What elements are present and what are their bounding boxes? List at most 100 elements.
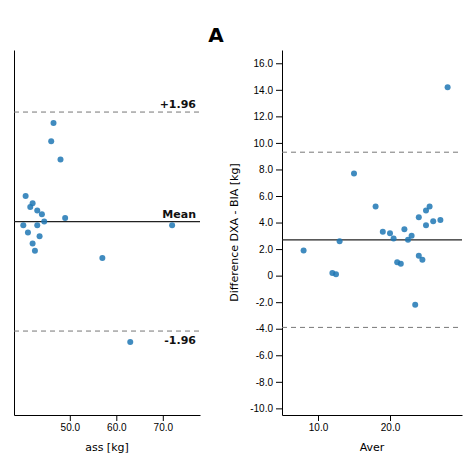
x-tick-label: 50.0 xyxy=(61,422,81,433)
y-tick-mark xyxy=(276,329,282,330)
point xyxy=(427,204,433,210)
y-tick-label: -10.0 xyxy=(250,403,273,414)
x-axis-line xyxy=(283,415,463,416)
y-tick-label: -2.0 xyxy=(256,297,274,308)
y-tick-label: 6.0 xyxy=(259,191,273,202)
y-tick-mark xyxy=(276,143,282,144)
annotation: +1.96 xyxy=(160,98,197,111)
point xyxy=(41,219,47,225)
point xyxy=(23,193,29,199)
point xyxy=(337,238,343,244)
point xyxy=(416,214,422,220)
x-tick: 10.0 xyxy=(309,415,329,433)
y-axis-line xyxy=(14,51,15,416)
reference-line xyxy=(14,331,200,332)
y-tick-label: 4.0 xyxy=(259,217,273,228)
x-tick-mark xyxy=(70,415,71,421)
reference-line xyxy=(282,239,462,240)
point xyxy=(391,235,397,241)
point xyxy=(51,120,57,126)
point xyxy=(423,222,429,228)
y-tick-mark xyxy=(276,223,282,224)
y-tick-mark xyxy=(276,116,282,117)
point xyxy=(380,229,386,235)
y-tick-mark xyxy=(276,249,282,250)
y-axis: -10.0 -8.0 -6.0 -4.0 -2.0 0 2.0 4.0 6.0 8.0 10.0 12… xyxy=(250,51,282,416)
y-tick: -8.0 xyxy=(256,377,282,388)
point xyxy=(430,218,436,224)
point xyxy=(437,217,443,223)
point xyxy=(387,230,393,236)
point xyxy=(99,255,105,261)
panel: 10.0 20.0 -10.0 -8.0 -6.0 -4.0 -2.0 0 2.0 4.0 6.0 8… xyxy=(228,51,463,455)
y-tick: 14.0 xyxy=(254,85,282,96)
y-tick-label: -4.0 xyxy=(256,323,274,334)
y-tick-mark xyxy=(276,302,282,303)
y-axis-title: Difference DXA - BIA [kg] xyxy=(228,163,241,301)
y-tick-mark xyxy=(276,63,282,64)
point xyxy=(409,233,415,239)
y-tick-label: 14.0 xyxy=(254,85,274,96)
y-axis xyxy=(14,51,15,416)
y-tick-label: 16.0 xyxy=(254,58,274,69)
y-tick: -2.0 xyxy=(256,297,282,308)
x-tick-mark xyxy=(116,415,117,421)
x-axis: 10.0 20.0 xyxy=(283,415,463,433)
y-tick: 2.0 xyxy=(259,244,282,255)
reference-line xyxy=(282,327,462,328)
point xyxy=(30,200,36,206)
y-tick: -10.0 xyxy=(250,403,282,414)
point xyxy=(333,271,339,277)
y-tick: 10.0 xyxy=(254,138,282,149)
point xyxy=(412,302,418,308)
panel-label: A xyxy=(208,23,224,47)
plot-area xyxy=(14,112,200,345)
annotation: Mean xyxy=(162,208,196,221)
x-tick-mark xyxy=(163,415,164,421)
x-tick-mark xyxy=(390,415,391,421)
point xyxy=(301,247,307,253)
y-tick-label: 2.0 xyxy=(259,244,273,255)
y-tick: 12.0 xyxy=(254,111,282,122)
x-tick: 70.0 xyxy=(154,415,174,433)
y-tick: 0 xyxy=(267,270,282,281)
y-tick-mark xyxy=(276,276,282,277)
reference-line xyxy=(282,152,462,153)
y-tick-label: 12.0 xyxy=(254,111,274,122)
x-tick: 20.0 xyxy=(381,415,401,433)
y-tick: 8.0 xyxy=(259,164,282,175)
point xyxy=(62,215,68,221)
x-tick-label: 10.0 xyxy=(309,422,329,433)
y-tick-label: -6.0 xyxy=(256,350,274,361)
x-tick-label: 60.0 xyxy=(107,422,127,433)
y-tick-mark xyxy=(276,90,282,91)
y-tick-label: 8.0 xyxy=(259,164,273,175)
point xyxy=(32,248,38,254)
point xyxy=(419,257,425,263)
y-tick: 6.0 xyxy=(259,191,282,202)
point xyxy=(20,222,26,228)
x-tick: 50.0 xyxy=(61,415,81,433)
point xyxy=(30,240,36,246)
y-tick-label: -8.0 xyxy=(256,377,274,388)
y-tick: -4.0 xyxy=(256,323,282,334)
y-tick-mark xyxy=(276,382,282,383)
y-tick: 16.0 xyxy=(254,58,282,69)
panel: 50.060.070.0Mean+1.96-1.96ass [kg]A xyxy=(14,23,224,454)
point xyxy=(169,222,175,228)
y-tick-mark xyxy=(276,169,282,170)
point xyxy=(48,138,54,144)
x-tick-mark xyxy=(318,415,319,421)
point xyxy=(127,339,133,345)
point xyxy=(58,157,64,163)
x-axis-title: Aver xyxy=(360,441,385,454)
point xyxy=(25,230,31,236)
annotation: -1.96 xyxy=(164,334,196,347)
y-tick-mark xyxy=(276,355,282,356)
reference-line xyxy=(14,112,200,113)
point xyxy=(401,226,407,232)
point xyxy=(398,261,404,267)
y-tick: 4.0 xyxy=(259,217,282,228)
y-tick-label: 0 xyxy=(267,270,273,281)
point xyxy=(351,170,357,176)
